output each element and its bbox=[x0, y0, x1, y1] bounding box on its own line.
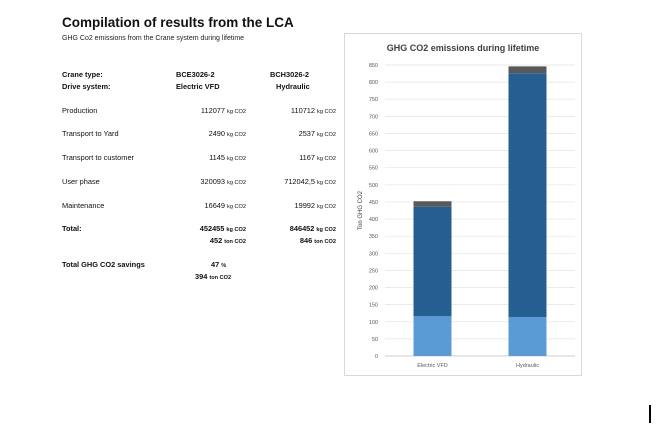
y-tick-label: 400 bbox=[369, 217, 378, 223]
row-label: Transport to customer bbox=[62, 153, 135, 162]
value-hydraulic: 110712 kg CO2 bbox=[290, 106, 336, 115]
y-tick-label: 850 bbox=[369, 63, 378, 69]
value-hydraulic: 19992 kg CO2 bbox=[294, 201, 336, 210]
y-tick-label: 50 bbox=[372, 337, 378, 343]
value-electric: 2490 kg CO2 bbox=[208, 129, 246, 138]
savings-tons: 394 ton CO2 bbox=[195, 272, 232, 281]
bar-segment bbox=[413, 201, 452, 207]
y-axis-label: Ton GHG CO2 bbox=[358, 190, 364, 230]
y-tick-label: 500 bbox=[369, 183, 378, 189]
value-electric: 112077 kg CO2 bbox=[200, 106, 246, 115]
page-subtitle: GHG Co2 emissions from the Crane system … bbox=[62, 35, 245, 42]
bar-segment bbox=[508, 316, 547, 356]
col1-drive-system: Electric VFD bbox=[176, 82, 220, 91]
value-hydraulic: 1167 kg CO2 bbox=[299, 153, 336, 162]
x-tick-label: Hydraulic bbox=[516, 363, 539, 369]
y-tick-label: 150 bbox=[369, 303, 378, 309]
row-label: Transport to Yard bbox=[62, 129, 119, 138]
value-hydraulic: 2537 kg CO2 bbox=[298, 129, 336, 138]
drive-system-label: Drive system: bbox=[62, 82, 111, 91]
y-tick-label: 0 bbox=[375, 354, 378, 360]
text-cursor bbox=[649, 405, 651, 423]
y-tick-label: 100 bbox=[369, 320, 378, 326]
value-electric: 320093 kg CO2 bbox=[200, 177, 246, 186]
y-tick-label: 350 bbox=[369, 234, 378, 240]
y-tick-label: 450 bbox=[369, 200, 378, 206]
y-tick-label: 300 bbox=[369, 251, 378, 257]
value-electric: 16649 kg CO2 bbox=[204, 201, 246, 210]
row-label: Production bbox=[62, 106, 98, 115]
y-tick-label: 750 bbox=[369, 97, 378, 103]
y-tick-label: 200 bbox=[369, 286, 378, 292]
y-tick-label: 600 bbox=[369, 149, 378, 155]
total-hydraulic-ton: 846 ton CO2 bbox=[299, 236, 336, 245]
chart-title: GHG CO2 emissions during lifetime bbox=[386, 43, 540, 53]
emissions-chart: GHG CO2 emissions during lifetime 0 50 100… bbox=[344, 33, 582, 376]
col2-crane-type: BCH3026-2 bbox=[270, 70, 310, 79]
total-label: Total: bbox=[62, 224, 82, 233]
y-tick-label: 700 bbox=[369, 114, 378, 120]
bar-segment bbox=[413, 316, 452, 356]
page-title: Compilation of results from the LCA bbox=[62, 15, 294, 30]
savings-percent: 47% bbox=[211, 260, 227, 269]
y-tick-label: 800 bbox=[369, 80, 378, 86]
savings-label: Total GHG CO2 savings bbox=[62, 260, 145, 269]
value-hydraulic: 712042,5 kg CO2 bbox=[284, 177, 336, 186]
row-label: Maintenance bbox=[62, 201, 105, 210]
y-tick-label: 650 bbox=[369, 131, 378, 137]
bar-segment bbox=[508, 73, 547, 317]
bar-segment bbox=[508, 66, 547, 74]
bar-segment bbox=[413, 206, 452, 317]
col2-drive-system: Hydraulic bbox=[276, 82, 310, 91]
total-hydraulic-kg: 846452 kg CO2 bbox=[289, 224, 336, 233]
total-electric-kg: 452455 kg CO2 bbox=[199, 224, 246, 233]
y-tick-label: 550 bbox=[369, 166, 378, 172]
total-electric-ton: 452 ton CO2 bbox=[209, 236, 246, 245]
row-label: User phase bbox=[62, 177, 100, 186]
value-electric: 1145 kg CO2 bbox=[209, 153, 246, 162]
col1-crane-type: BCE3026-2 bbox=[176, 70, 215, 79]
y-tick-label: 250 bbox=[369, 268, 378, 274]
chart-plot: 0 50 100 150 200 250 300 350 400 450 500 550 600 650 7… bbox=[358, 63, 575, 369]
crane-type-label: Crane type: bbox=[62, 70, 103, 79]
x-tick-label: Electric VFD bbox=[417, 363, 448, 369]
